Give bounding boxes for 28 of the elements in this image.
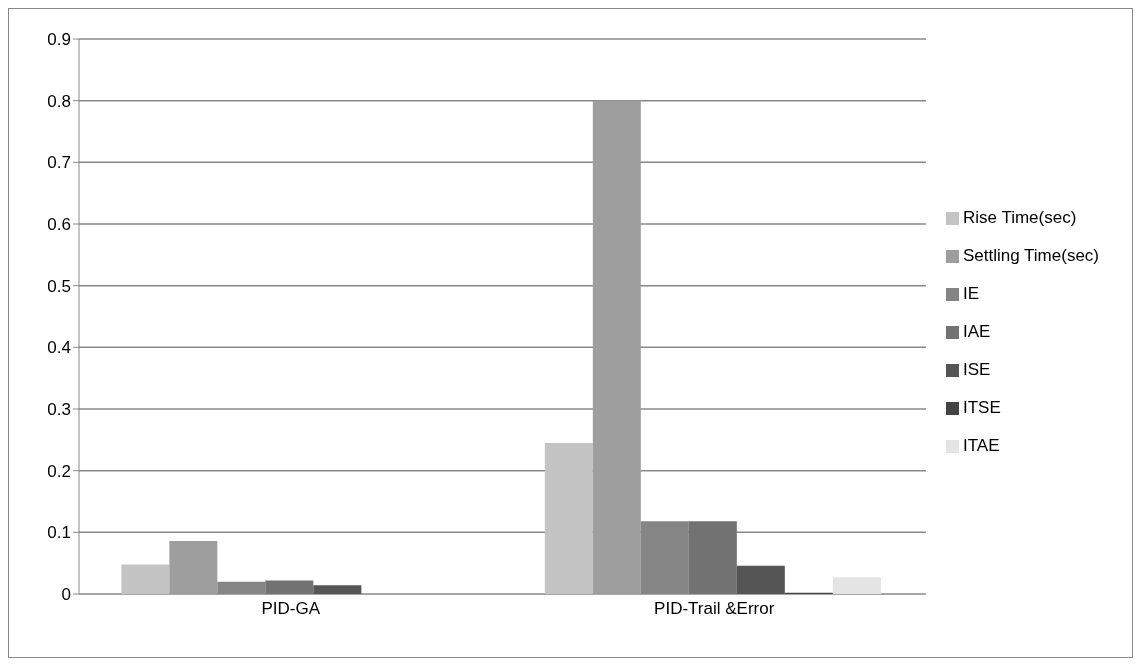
x-tick-label: PID-Trail &Error xyxy=(654,599,775,619)
legend-label: Settling Time(sec) xyxy=(962,245,1099,265)
y-tick-label: 0.1 xyxy=(47,523,71,543)
bar xyxy=(544,442,593,594)
legend-label: ISE xyxy=(962,359,991,379)
legend-label: ITAE xyxy=(962,435,1000,455)
bar xyxy=(169,540,218,594)
legend-label: IAE xyxy=(962,321,991,341)
y-tick-label: 0.8 xyxy=(47,91,71,111)
y-tick-label: 0.5 xyxy=(47,276,71,296)
y-tick-label: 0.6 xyxy=(47,215,71,235)
bar xyxy=(832,577,881,594)
bar xyxy=(313,585,362,594)
bar xyxy=(592,100,641,594)
y-tick-label: 0.4 xyxy=(47,338,71,358)
legend-label: ITSE xyxy=(962,397,1001,417)
y-tick-label: 0.7 xyxy=(47,153,71,173)
bar xyxy=(688,521,737,594)
bar xyxy=(121,564,170,594)
legend-label: IE xyxy=(962,283,980,303)
x-tick-label: PID-GA xyxy=(261,599,321,619)
legend-label: Rise Time(sec) xyxy=(962,207,1077,227)
y-tick-label: 0.2 xyxy=(47,461,71,481)
bar xyxy=(265,580,314,594)
bar xyxy=(736,565,785,594)
y-tick-label: 0 xyxy=(61,585,71,605)
y-tick-label: 0.9 xyxy=(47,30,71,50)
y-tick-label: 0.3 xyxy=(47,400,71,420)
